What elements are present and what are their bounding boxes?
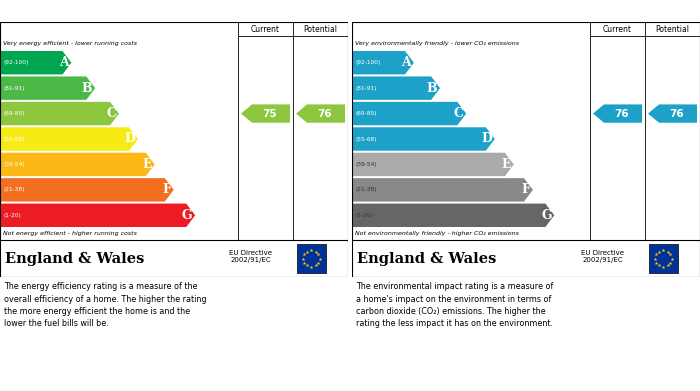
Polygon shape <box>0 102 119 125</box>
Text: (81-91): (81-91) <box>3 86 25 91</box>
Text: G: G <box>182 209 192 222</box>
Text: F: F <box>522 183 530 196</box>
Polygon shape <box>648 104 697 123</box>
Text: Not environmentally friendly - higher CO₂ emissions: Not environmentally friendly - higher CO… <box>355 231 519 237</box>
Text: 76: 76 <box>614 109 629 118</box>
Text: D: D <box>482 133 492 145</box>
Text: Current: Current <box>251 25 280 34</box>
Text: Not energy efficient - higher running costs: Not energy efficient - higher running co… <box>3 231 137 237</box>
Text: The energy efficiency rating is a measure of the
overall efficiency of a home. T: The energy efficiency rating is a measur… <box>4 282 206 328</box>
Text: Potential: Potential <box>304 25 337 34</box>
Text: (1-20): (1-20) <box>3 213 21 218</box>
Text: C: C <box>454 107 463 120</box>
Polygon shape <box>0 127 138 151</box>
Text: (1-20): (1-20) <box>355 213 373 218</box>
Text: Potential: Potential <box>655 25 690 34</box>
Text: EU Directive
2002/91/EC: EU Directive 2002/91/EC <box>229 250 272 263</box>
Text: E: E <box>502 158 511 171</box>
Polygon shape <box>352 102 466 125</box>
Polygon shape <box>352 76 440 100</box>
Text: Environmental Impact (CO₂) Rating: Environmental Impact (CO₂) Rating <box>356 5 589 18</box>
Bar <box>649 244 678 273</box>
Polygon shape <box>352 153 514 176</box>
Text: (39-54): (39-54) <box>3 162 25 167</box>
Text: A: A <box>59 56 69 69</box>
Polygon shape <box>241 104 290 123</box>
Polygon shape <box>593 104 642 123</box>
Text: (55-68): (55-68) <box>355 136 377 142</box>
Polygon shape <box>352 178 533 202</box>
Text: England & Wales: England & Wales <box>357 251 496 265</box>
Text: 76: 76 <box>669 109 683 118</box>
Text: Energy Efficiency Rating: Energy Efficiency Rating <box>4 5 167 18</box>
Text: D: D <box>125 133 135 145</box>
Text: (81-91): (81-91) <box>355 86 377 91</box>
Text: (21-38): (21-38) <box>355 187 377 192</box>
Text: A: A <box>402 56 411 69</box>
Polygon shape <box>352 204 554 227</box>
Polygon shape <box>0 51 71 74</box>
Polygon shape <box>352 127 495 151</box>
Text: G: G <box>541 209 552 222</box>
Text: England & Wales: England & Wales <box>5 251 144 265</box>
Text: B: B <box>82 82 92 95</box>
Text: (92-100): (92-100) <box>355 60 380 65</box>
Polygon shape <box>0 76 95 100</box>
Text: (69-80): (69-80) <box>355 111 377 116</box>
Text: (92-100): (92-100) <box>3 60 29 65</box>
Text: (55-68): (55-68) <box>3 136 25 142</box>
Text: (39-54): (39-54) <box>355 162 377 167</box>
Text: C: C <box>106 107 116 120</box>
Text: Current: Current <box>603 25 632 34</box>
Polygon shape <box>0 204 195 227</box>
Polygon shape <box>296 104 345 123</box>
Text: B: B <box>427 82 438 95</box>
Text: 76: 76 <box>317 109 332 118</box>
Text: E: E <box>143 158 152 171</box>
Text: Very energy efficient - lower running costs: Very energy efficient - lower running co… <box>3 41 137 45</box>
Text: Very environmentally friendly - lower CO₂ emissions: Very environmentally friendly - lower CO… <box>355 41 519 45</box>
Text: F: F <box>162 183 171 196</box>
Polygon shape <box>0 178 174 202</box>
Polygon shape <box>352 51 414 74</box>
Text: The environmental impact rating is a measure of
a home's impact on the environme: The environmental impact rating is a mea… <box>356 282 554 328</box>
Text: (21-38): (21-38) <box>3 187 25 192</box>
Text: (69-80): (69-80) <box>3 111 25 116</box>
Text: EU Directive
2002/91/EC: EU Directive 2002/91/EC <box>581 250 624 263</box>
Bar <box>297 244 326 273</box>
Text: 75: 75 <box>262 109 276 118</box>
Polygon shape <box>0 153 155 176</box>
